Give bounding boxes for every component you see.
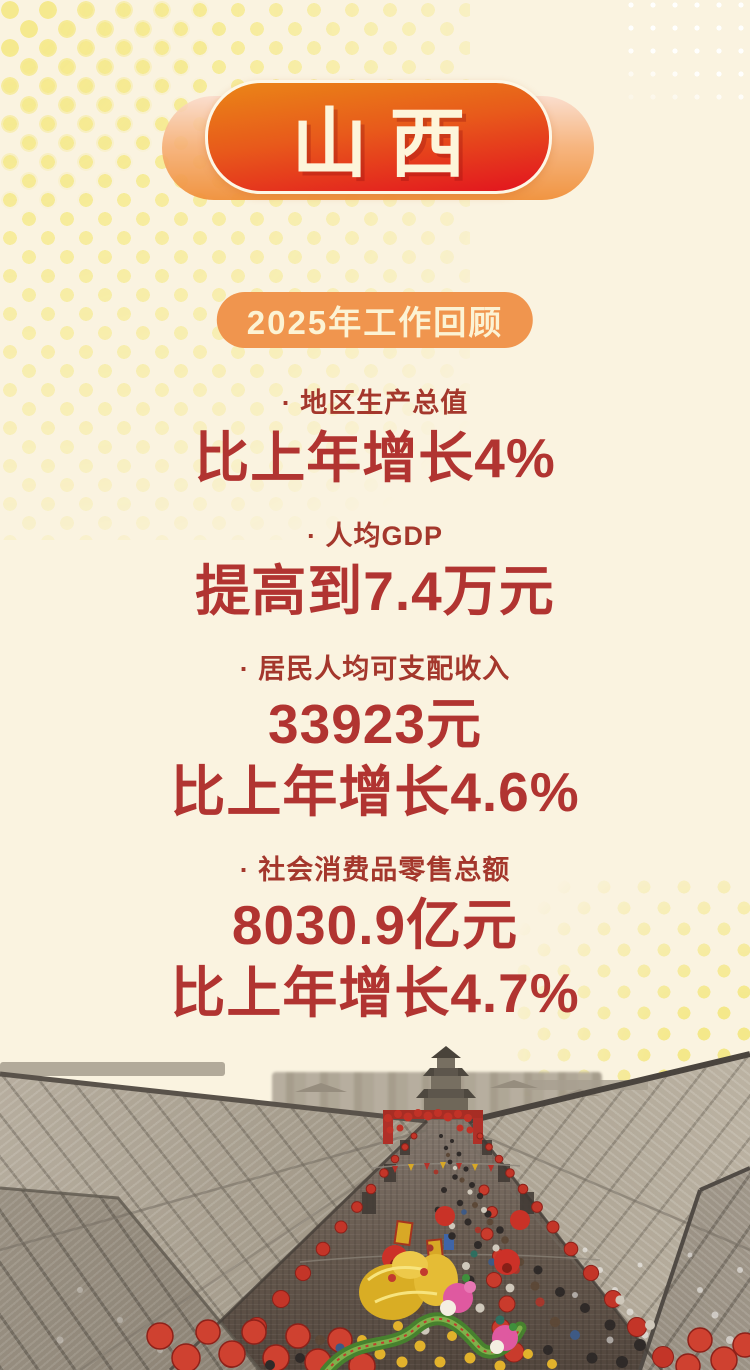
stat-value: 提高到7.4万元: [195, 560, 555, 622]
stat-disposable-income: · 居民人均可支配收入 33923元 比上年增长4.6%: [0, 654, 750, 822]
region-title: 山西: [291, 102, 488, 187]
distant-rooftops: [0, 1062, 648, 1096]
festival-gate: [383, 1109, 483, 1144]
overhead-pennant-wires: [299, 1162, 601, 1263]
dragon-dance: [319, 1206, 557, 1370]
white-dots-top-right: [626, 0, 750, 115]
stat-label: · 人均GDP: [306, 521, 443, 551]
stat-per-capita-gdp: · 人均GDP 提高到7.4万元: [0, 521, 750, 621]
title-badge: 山西: [205, 80, 552, 194]
stat-retail-sales: · 社会消费品零售总额 8030.9亿元 比上年增长4.7%: [0, 855, 750, 1023]
photo-overlay: [0, 1046, 750, 1370]
stat-value: 33923元: [268, 693, 482, 755]
review-badge-label: 2025年工作回顾: [246, 304, 504, 341]
roof-ridges: [0, 1051, 750, 1370]
pink-lion-heads: [440, 1274, 518, 1354]
market-tower: [416, 1046, 476, 1120]
stat-value: 8030.9亿元: [231, 894, 519, 956]
photo-pingyao-street: [0, 1040, 750, 1370]
stats-list: · 地区生产总值 比上年增长4% · 人均GDP 提高到7.4万元 · 居民人均…: [0, 388, 750, 1056]
review-badge: 2025年工作回顾: [216, 292, 534, 348]
stat-regional-gdp: · 地区生产总值 比上年增长4%: [0, 388, 750, 488]
stat-growth: 比上年增长4.7%: [170, 962, 580, 1024]
stat-label: · 居民人均可支配收入: [239, 654, 511, 684]
stat-label: · 社会消费品零售总额: [239, 855, 511, 885]
roof-snow-speckles: [572, 1247, 743, 1359]
lantern-cluster-right-eave: [675, 1327, 750, 1370]
stat-value: 比上年增长4%: [194, 427, 556, 489]
roof-snow-speckles-left: [56, 1287, 203, 1353]
stat-label: · 地区生产总值: [281, 388, 469, 418]
stat-growth: 比上年增长4.6%: [170, 761, 580, 823]
